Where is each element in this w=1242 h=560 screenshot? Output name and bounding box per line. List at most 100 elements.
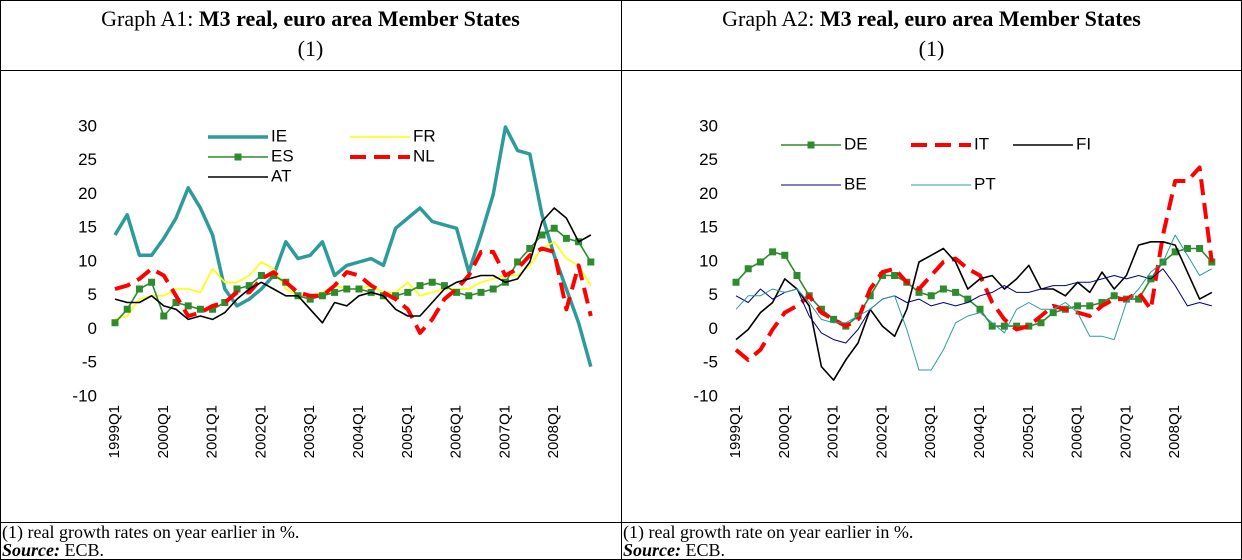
x-tick-label: 2000Q1 [155,405,172,458]
series-line [735,234,1213,371]
footnote: (1) real growth rate on year earlier in … [623,522,914,542]
point-marker [172,299,180,306]
point-marker [221,299,229,306]
point-marker [1098,299,1106,306]
point-marker [270,272,278,279]
point-marker [1196,245,1204,252]
point-marker [111,319,119,327]
y-tick-label: 15 [78,218,97,237]
point-marker [526,245,534,252]
point-marker [550,224,558,232]
header-cell: Graph A1: M3 real, euro area Member Stat… [0,0,621,70]
point-marker [1037,319,1045,327]
y-tick-label: 0 [709,319,718,338]
point-marker [830,315,838,323]
point-marker [355,285,363,293]
point-marker [927,292,935,300]
x-tick-label: 1999Q1 [727,405,744,458]
y-tick-label: 20 [699,184,718,203]
point-marker [233,285,241,293]
y-tick-label: 30 [699,116,718,135]
x-tick-label: 2001Q1 [825,405,842,458]
y-tick-label: -5 [82,353,97,372]
legend-label: IE [271,126,287,145]
point-marker [1135,295,1143,303]
x-tick-label: 2008Q1 [545,405,562,458]
point-marker [514,258,522,266]
y-tick-label: 25 [699,150,718,169]
series-line [735,247,1213,327]
point-marker [732,278,740,286]
legend-label: DE [844,134,868,153]
chart-title: M3 real, euro area Member States [819,6,1141,31]
point-marker [1013,322,1021,330]
series-line [735,241,1213,381]
source-label: Source: [2,540,60,560]
point-marker [1183,245,1191,252]
y-tick-label: 5 [88,285,97,304]
point-marker [306,295,314,303]
point-marker [988,322,996,330]
point-marker [964,295,972,303]
point-marker [1000,322,1008,330]
point-marker [562,234,570,242]
legend-label: FR [413,126,436,145]
footnote-cell: (1) real growth rate on year earlier in … [621,523,1242,559]
point-marker [135,285,143,293]
title-note: (1) [918,36,945,61]
y-tick-label: -10 [693,386,718,405]
point-marker [477,288,485,296]
header-cell: Graph A2: M3 real, euro area Member Stat… [621,0,1242,70]
legend-label: BE [844,174,867,193]
point-marker [538,231,546,239]
x-tick-label: 2003Q1 [301,405,318,458]
x-tick-label: 2005Q1 [399,405,416,458]
point-marker [148,278,156,286]
point-marker [976,305,984,313]
point-marker [769,248,777,256]
x-tick-label: 2000Q1 [776,405,793,458]
point-marker [939,285,947,293]
legend-label: NL [413,146,435,165]
x-tick-label: 2003Q1 [922,405,939,458]
point-marker [392,292,400,300]
point-marker [209,305,217,313]
point-marker [915,288,923,296]
point-marker [184,302,192,310]
x-tick-label: 2004Q1 [350,405,367,458]
point-marker [245,282,253,290]
point-marker [756,258,764,266]
x-tick-label: 2002Q1 [252,405,269,458]
y-tick-label: 15 [699,218,718,237]
source: ECB. [64,540,105,560]
point-marker [1086,302,1094,310]
series-line [114,207,592,324]
series-line [113,125,593,368]
x-tick-label: 2007Q1 [496,405,513,458]
point-marker [1171,248,1179,256]
point-marker [781,251,789,259]
point-marker [440,282,448,290]
source: ECB. [685,540,726,560]
footnote-cell: (1) real growth rates on year earlier in… [0,523,621,559]
x-tick-label: 2008Q1 [1166,405,1183,458]
graph-label: Graph A2: [722,6,815,31]
x-tick-label: 1999Q1 [106,405,123,458]
point-marker [1110,292,1118,300]
legend-label: FI [1076,134,1091,153]
point-marker [416,282,424,290]
legend-label: AT [271,166,291,185]
y-tick-label: 10 [699,251,718,270]
y-tick-label: 0 [88,319,97,338]
x-tick-label: 2006Q1 [448,405,465,458]
point-marker [891,272,899,279]
point-marker [318,292,326,300]
graph-label: Graph A1: [101,6,194,31]
y-tick-label: 30 [78,116,97,135]
point-marker [404,288,412,296]
point-marker [793,272,801,279]
source-label: Source: [623,540,681,560]
x-tick-label: 2006Q1 [1069,405,1086,458]
x-tick-label: 2004Q1 [971,405,988,458]
